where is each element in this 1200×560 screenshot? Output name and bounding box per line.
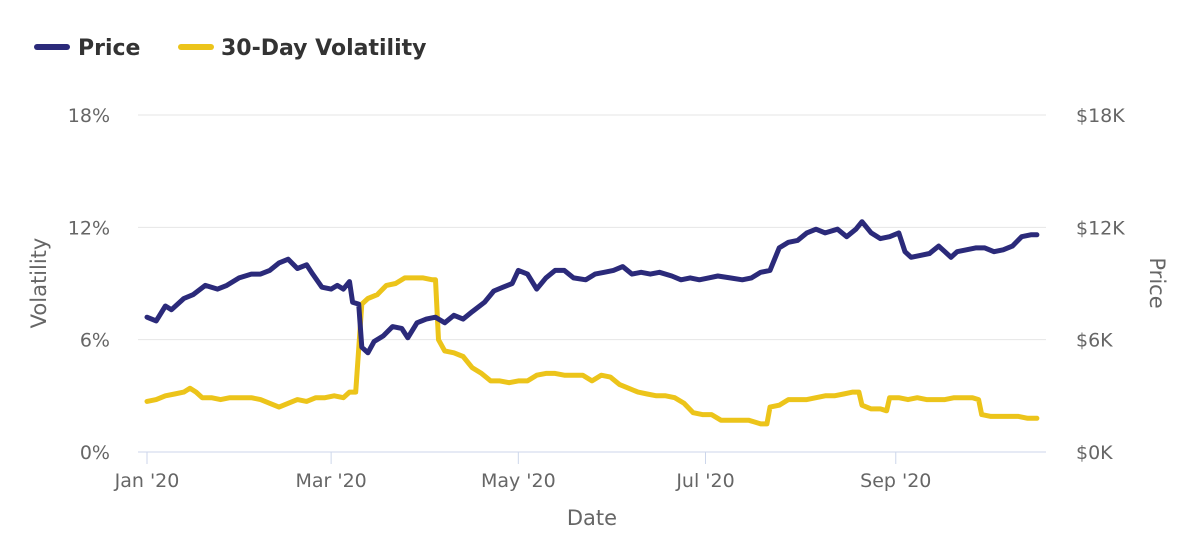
y-left-tick-label: 6% (80, 330, 110, 352)
x-axis: Jan '20 Mar '20 May '20 Jul '20 Sep '20 (114, 451, 1046, 492)
y-left-tick-label: 12% (68, 217, 110, 239)
legend-item-volatility[interactable]: 30-Day Volatility (178, 36, 427, 61)
y-left-tick-label: 0% (80, 442, 110, 464)
y-right-tick-label: $18K (1076, 105, 1125, 127)
legend-price-label: Price (78, 36, 140, 61)
legend-item-price[interactable]: Price (34, 36, 140, 61)
gridlines (138, 114, 1046, 341)
y-axis-left-ticks: 0% 6% 12% 18% (68, 105, 110, 464)
y-axis-right-ticks: $0K $6K $12K $18K (1076, 105, 1125, 464)
y-axis-left-title: Volatility (27, 238, 51, 329)
y-right-tick-label: $6K (1076, 330, 1113, 352)
x-axis-title: Date (567, 506, 617, 530)
x-tick-label: Mar '20 (295, 470, 366, 492)
volatility-series-line[interactable] (144, 275, 1040, 427)
y-left-tick-label: 18% (68, 105, 110, 127)
price-series-line[interactable] (144, 219, 1040, 356)
legend[interactable]: Price 30-Day Volatility (34, 36, 427, 61)
x-tick-label: Jul '20 (675, 470, 734, 492)
legend-volatility-label: 30-Day Volatility (221, 36, 427, 61)
y-axis-right-title: Price (1145, 257, 1169, 308)
x-tick-label: Sep '20 (860, 470, 931, 492)
y-right-tick-label: $12K (1076, 217, 1125, 239)
series-lines (144, 219, 1040, 427)
x-tick-label: Jan '20 (114, 470, 180, 492)
x-tick-label: May '20 (481, 470, 556, 492)
y-right-tick-label: $0K (1076, 442, 1113, 464)
